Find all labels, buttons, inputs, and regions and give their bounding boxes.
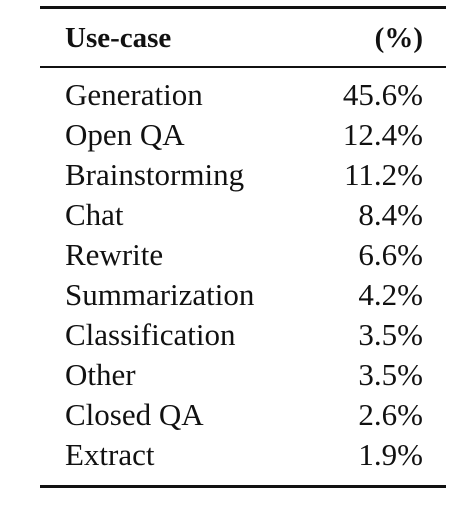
percent-cell: 1.9% (358, 437, 423, 472)
percent-cell: 12.4% (342, 117, 423, 152)
top-rule (40, 6, 446, 9)
percent-cell: 3.5% (358, 317, 423, 352)
header-cell: (%) (374, 22, 423, 54)
mid-rule (40, 66, 446, 68)
bottom-rule (40, 485, 446, 488)
use-case-cell: Extract (65, 437, 155, 472)
percent-cell: 6.6% (358, 237, 423, 272)
percent-cell: 2.6% (358, 397, 423, 432)
percent-cell: 8.4% (358, 197, 423, 232)
use-case-cell: Classification (65, 317, 236, 352)
use-case-cell: Summarization (65, 277, 255, 312)
use-case-cell: Generation (65, 77, 203, 112)
percent-cell: 11.2% (344, 157, 423, 192)
use-case-cell: Other (65, 357, 136, 392)
header-cell: Use-case (65, 22, 172, 54)
use-case-cell: Brainstorming (65, 157, 245, 192)
percent-cell: 45.6% (342, 77, 423, 112)
percent-cell: 4.2% (358, 277, 423, 312)
use-case-cell: Chat (65, 197, 124, 232)
use-case-cell: Open QA (65, 117, 185, 152)
use-case-cell: Closed QA (65, 397, 204, 432)
use-case-cell: Rewrite (65, 237, 164, 272)
percent-cell: 3.5% (358, 357, 423, 392)
